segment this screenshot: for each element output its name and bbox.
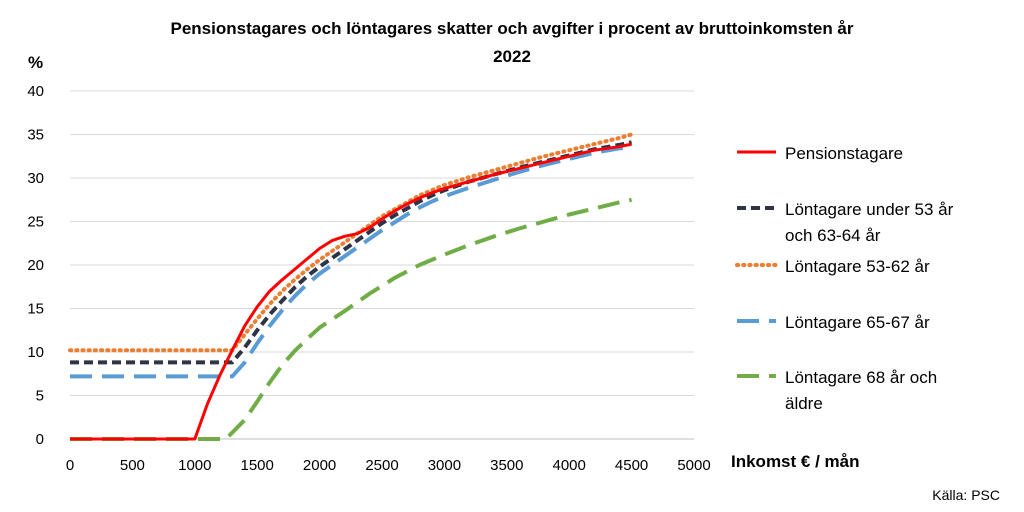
y-tick-label: 15: [27, 301, 44, 318]
y-tick-label: 25: [27, 214, 44, 231]
series-line-0: [70, 142, 632, 441]
x-axis-label: Inkomst € / mån: [731, 452, 859, 471]
x-tick-label: 4000: [553, 457, 586, 474]
x-tick-label: 2000: [303, 457, 336, 474]
legend-label-1: och 63-64 år: [785, 226, 881, 245]
series-line-4: [70, 197, 633, 441]
y-tick-label: 20: [27, 257, 44, 274]
chart-title-line2: 2022: [493, 47, 531, 66]
x-tick-label: 0: [66, 457, 74, 474]
source-note: Källa: PSC: [932, 487, 1000, 503]
legend-label-4: Löntagare 68 år och: [785, 368, 937, 387]
y-tick-labels: 0 5 10 15 20 25 30 35 40: [27, 83, 44, 448]
legend-label-3: Löntagare 65-67 år: [785, 313, 930, 332]
y-tick-label: 35: [27, 127, 44, 144]
series-line-3: [70, 144, 632, 379]
series-line-2: [68, 132, 634, 353]
legend-label-0: Pensionstagare: [785, 144, 903, 163]
legend-label-1: Löntagare under 53 år: [785, 200, 954, 219]
series-lines: [68, 132, 634, 441]
legend-label-2: Löntagare 53-62 år: [785, 257, 930, 276]
x-tick-label: 2500: [365, 457, 398, 474]
x-tick-labels: 0 500 1000 1500 2000 2500 3000 3500 4000 4500 5000: [66, 457, 711, 474]
x-tick-label: 1000: [178, 457, 211, 474]
y-tick-label: 5: [36, 388, 44, 405]
y-tick-label: 0: [36, 431, 44, 448]
x-tick-label: 5000: [677, 457, 710, 474]
y-axis-label: %: [28, 53, 43, 72]
legend: Pensionstagare Löntagare under 53 år och 6…: [735, 144, 954, 413]
x-tick-label: 3500: [490, 457, 523, 474]
y-tick-label: 30: [27, 170, 44, 187]
y-tick-label: 40: [27, 83, 44, 100]
x-tick-label: 3000: [428, 457, 461, 474]
x-tick-label: 1500: [241, 457, 274, 474]
y-tick-label: 10: [27, 344, 44, 361]
x-tick-label: 500: [120, 457, 145, 474]
legend-label-4: äldre: [785, 394, 823, 413]
chart-title: Pensionstagares och löntagares skatter o…: [170, 19, 853, 38]
x-tick-label: 4500: [615, 457, 648, 474]
